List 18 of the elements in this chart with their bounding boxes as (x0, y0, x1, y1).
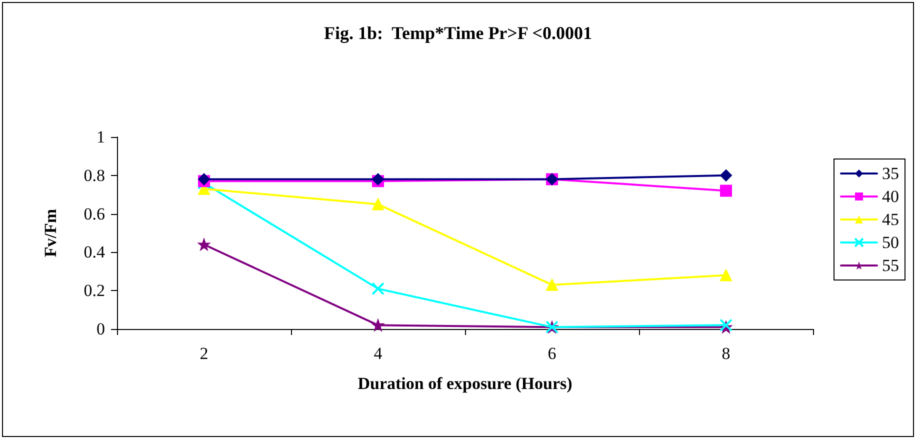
legend-label: 40 (882, 187, 899, 206)
x-tick-label: 6 (548, 344, 556, 363)
legend-label: 35 (882, 164, 899, 183)
y-tick-label: 0.2 (84, 281, 105, 300)
y-tick-label: 0.8 (84, 166, 105, 185)
legend-label: 50 (882, 233, 899, 252)
y-tick-label: 0.6 (84, 204, 105, 224)
y-tick-label: 0.4 (84, 242, 106, 262)
chart-title: Fig. 1b: Temp*Time Pr>F <0.0001 (324, 23, 592, 43)
legend-label: 45 (882, 210, 899, 229)
x-tick-label: 4 (374, 344, 383, 363)
y-tick-label: 0 (96, 320, 105, 338)
y-tick-label: 1 (96, 128, 105, 146)
x-tick-label: 8 (722, 344, 730, 363)
x-axis-title: Duration of exposure (Hours) (358, 374, 572, 393)
legend-label: 55 (882, 256, 899, 275)
y-axis-title: Fv/Fm (41, 208, 60, 258)
x-tick-label: 2 (200, 344, 208, 363)
